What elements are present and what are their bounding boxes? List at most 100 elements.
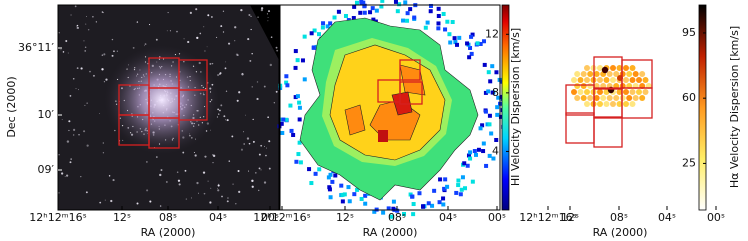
cell: [411, 212, 416, 217]
cell: [311, 45, 316, 50]
star: [263, 85, 266, 88]
cell: [488, 79, 493, 84]
star: [99, 201, 102, 204]
cell: [293, 65, 298, 70]
dot: [584, 77, 590, 83]
star: [211, 154, 214, 156]
star: [193, 151, 195, 154]
cell: [481, 141, 486, 146]
star: [155, 156, 158, 158]
star: [67, 52, 69, 54]
star: [222, 10, 225, 12]
cell: [437, 200, 442, 205]
star: [103, 53, 106, 56]
star: [176, 30, 178, 33]
cell: [395, 208, 400, 213]
star: [60, 49, 62, 51]
star: [204, 50, 206, 52]
cell: [325, 24, 330, 29]
star: [255, 172, 257, 174]
cell: [379, 4, 384, 9]
dot: [629, 89, 636, 95]
star: [220, 25, 223, 28]
halpha-map: [565, 56, 653, 148]
star: [74, 5, 77, 8]
cell: [297, 140, 302, 145]
star: [251, 86, 253, 88]
dot: [597, 101, 603, 107]
star: [75, 88, 77, 90]
cell: [483, 109, 488, 114]
colorbar-tick-label: 12: [485, 27, 499, 40]
x-tick-label: 12ʰ12ᵐ16ˢ: [519, 211, 576, 224]
star: [111, 38, 114, 41]
cell: [441, 202, 446, 207]
cell: [468, 45, 473, 50]
dot: [629, 77, 636, 83]
star: [76, 27, 78, 29]
star: [246, 137, 250, 140]
star: [225, 119, 226, 121]
star: [148, 23, 151, 26]
star: [144, 45, 145, 47]
star: [132, 46, 135, 49]
star: [243, 143, 246, 145]
x-axis-label: RA (2000): [593, 226, 648, 239]
cell: [320, 25, 325, 30]
star: [210, 187, 212, 189]
cell: [355, 187, 360, 192]
star: [112, 179, 115, 182]
star: [275, 90, 278, 93]
star: [251, 179, 254, 183]
star: [236, 99, 239, 102]
cell: [317, 32, 322, 37]
x-tick-label: 04ˢ: [439, 211, 457, 224]
star: [257, 16, 259, 18]
star: [72, 77, 75, 80]
star: [62, 51, 65, 53]
cell: [428, 9, 433, 14]
dot: [603, 101, 610, 107]
cell: [483, 90, 488, 95]
star: [83, 130, 86, 133]
star: [95, 21, 97, 23]
star: [218, 113, 220, 115]
cell: [346, 185, 351, 190]
cell: [363, 201, 368, 206]
cell: [468, 150, 473, 155]
cell: [411, 202, 416, 207]
star: [241, 73, 244, 76]
star: [113, 50, 115, 53]
star: [155, 38, 158, 41]
optical-image: [58, 5, 279, 210]
star: [159, 205, 162, 207]
star: [223, 115, 226, 118]
star: [102, 152, 105, 154]
cell: [327, 185, 332, 190]
cell: [436, 13, 441, 18]
cell: [288, 103, 293, 108]
cell: [354, 0, 359, 5]
star: [78, 134, 80, 136]
cell: [453, 40, 458, 45]
star: [58, 32, 61, 34]
cell: [393, 0, 398, 4]
cell: [280, 130, 285, 135]
dot: [632, 71, 639, 77]
star: [73, 128, 76, 131]
star: [86, 144, 89, 147]
star: [166, 30, 168, 32]
star: [116, 50, 118, 52]
star: [268, 167, 271, 170]
cell: [441, 11, 446, 16]
dot: [610, 77, 616, 83]
star: [68, 129, 70, 132]
star: [85, 191, 88, 194]
cell: [359, 196, 364, 201]
star: [149, 200, 152, 203]
star: [267, 116, 270, 119]
star: [209, 62, 212, 65]
cell: [423, 25, 428, 30]
dot: [593, 71, 600, 77]
cell: [494, 137, 499, 142]
